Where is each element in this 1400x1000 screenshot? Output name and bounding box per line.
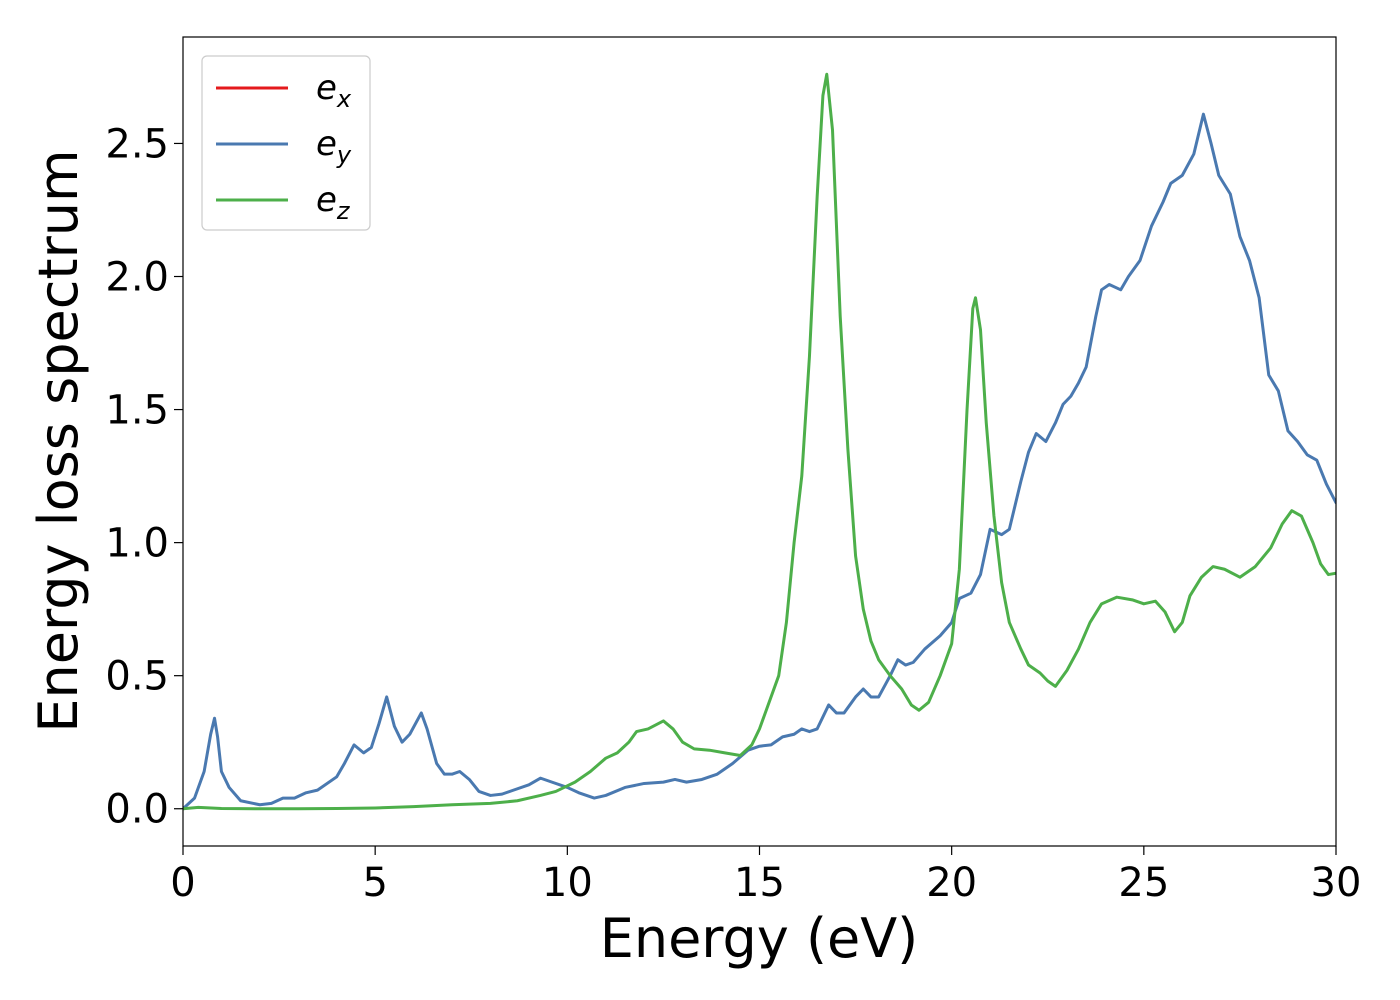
- x-axis-label: Energy (eV): [600, 907, 919, 970]
- y-tick-label: 1.0: [105, 521, 169, 567]
- x-tick-label: 0: [170, 860, 195, 906]
- series-line-ey: [183, 112, 1336, 811]
- y-tick-label: 0.5: [105, 654, 169, 700]
- x-tick-label: 10: [542, 860, 593, 906]
- ticks-layer: 0 5 10 15 20 25 30 0.0 0.5 1.0 1.5 2.0 2.5: [105, 121, 1361, 906]
- y-tick-label: 1.5: [105, 388, 169, 434]
- legend-entry-ex: ex: [316, 68, 352, 113]
- series-line-ez: [183, 72, 1336, 811]
- y-tick-label: 2.5: [105, 121, 169, 167]
- series-layer: [183, 72, 1336, 811]
- legend: ex ey ez: [201, 55, 371, 231]
- x-tick-label: 20: [926, 860, 977, 906]
- x-tick-label: 15: [734, 860, 785, 906]
- y-tick-label: 0.0: [105, 787, 169, 833]
- x-tick-label: 25: [1118, 860, 1169, 906]
- y-tick-label: 2.0: [105, 255, 169, 301]
- x-tick-label: 30: [1311, 860, 1362, 906]
- y-axis-label: Energy loss spectrum: [27, 149, 90, 732]
- x-tick-label: 5: [362, 860, 387, 906]
- legend-entry-ey: ey: [316, 124, 352, 169]
- legend-entry-ez: ez: [316, 180, 351, 225]
